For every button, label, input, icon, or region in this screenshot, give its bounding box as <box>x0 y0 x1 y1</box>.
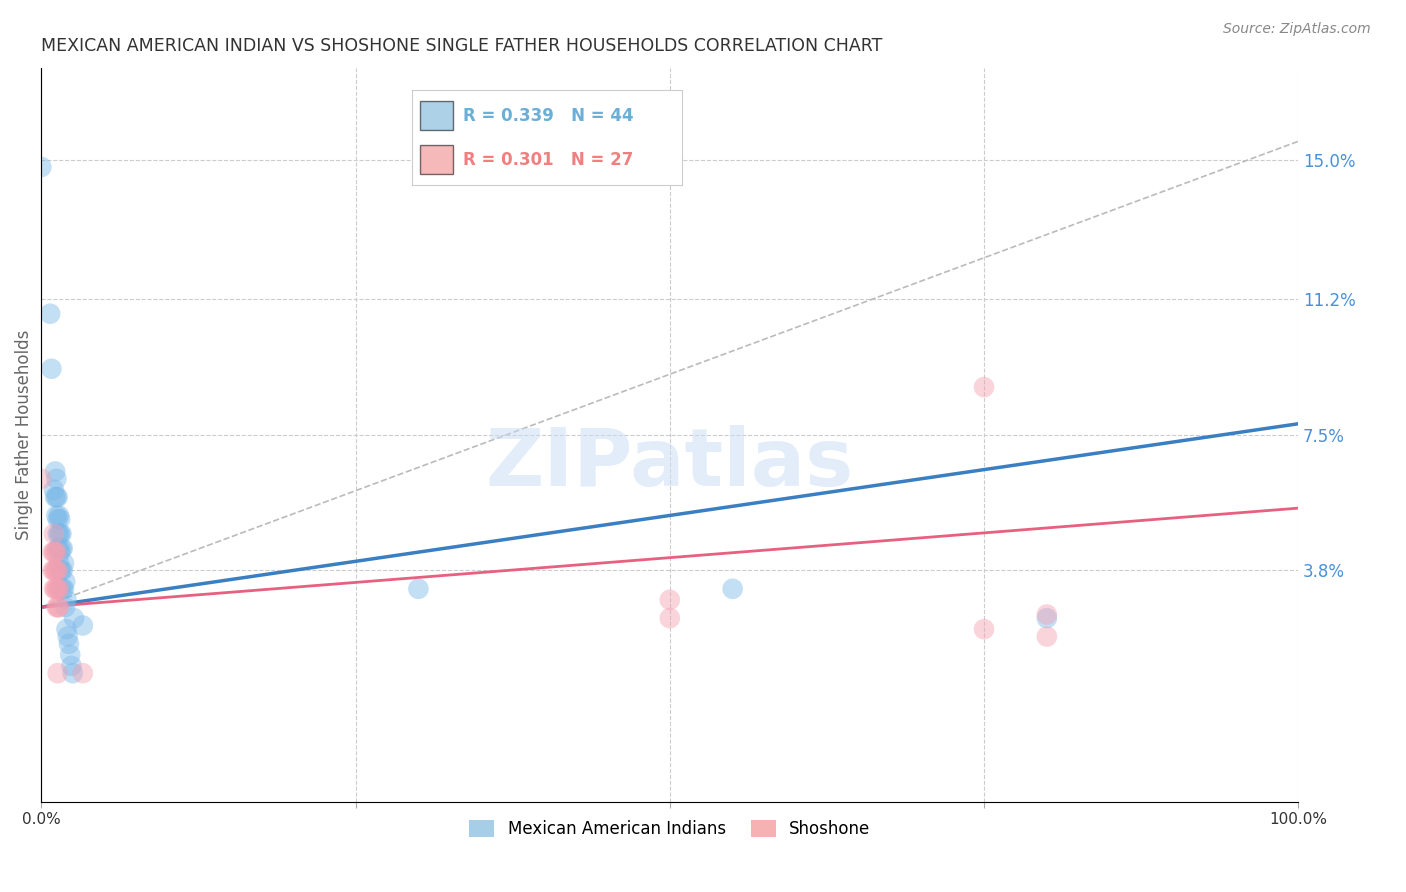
Point <box>58 637 80 651</box>
Point <box>46 666 69 681</box>
Point <box>44 490 66 504</box>
Point <box>59 648 82 662</box>
Point <box>44 465 66 479</box>
Point <box>63 611 86 625</box>
Point <box>45 564 67 578</box>
Point <box>42 483 65 497</box>
Point <box>55 622 77 636</box>
Point <box>46 526 69 541</box>
Point <box>52 541 75 556</box>
Point <box>41 361 63 376</box>
Point <box>62 666 84 681</box>
Point <box>53 600 76 615</box>
Point <box>49 545 72 559</box>
Point <box>46 512 69 526</box>
Point <box>42 545 65 559</box>
Y-axis label: Single Father Households: Single Father Households <box>15 329 32 540</box>
Point <box>45 545 67 559</box>
Point <box>49 512 72 526</box>
Point <box>52 564 75 578</box>
Point <box>30 472 52 486</box>
Text: ZIPatlas: ZIPatlas <box>485 425 853 503</box>
Point <box>51 541 73 556</box>
Point <box>72 666 94 681</box>
Point <box>48 556 70 570</box>
Point <box>52 582 75 596</box>
Point <box>1036 607 1059 622</box>
Point <box>721 582 744 596</box>
Text: MEXICAN AMERICAN INDIAN VS SHOSHONE SINGLE FATHER HOUSEHOLDS CORRELATION CHART: MEXICAN AMERICAN INDIAN VS SHOSHONE SING… <box>41 37 883 55</box>
Point <box>45 600 67 615</box>
Point <box>39 307 62 321</box>
Point <box>48 526 70 541</box>
Point <box>44 582 66 596</box>
Point <box>1036 630 1059 644</box>
Point <box>973 622 995 636</box>
Point <box>51 564 73 578</box>
Point <box>46 582 69 596</box>
Point <box>41 545 63 559</box>
Point <box>408 582 430 596</box>
Point <box>45 472 67 486</box>
Point <box>44 545 66 559</box>
Point <box>56 630 79 644</box>
Point <box>973 380 995 394</box>
Point <box>52 556 75 570</box>
Point <box>53 574 76 589</box>
Point <box>49 526 72 541</box>
Point <box>45 490 67 504</box>
Point <box>30 160 52 174</box>
Legend: Mexican American Indians, Shoshone: Mexican American Indians, Shoshone <box>463 814 877 845</box>
Point <box>48 582 70 596</box>
Point <box>48 508 70 523</box>
Point <box>72 618 94 632</box>
Point <box>45 508 67 523</box>
Point <box>46 490 69 504</box>
Point <box>49 582 72 596</box>
Point <box>42 526 65 541</box>
Point <box>42 564 65 578</box>
Point <box>1036 611 1059 625</box>
Point <box>658 592 681 607</box>
Point <box>52 582 75 596</box>
Point <box>55 592 77 607</box>
Point <box>46 600 69 615</box>
Text: Source: ZipAtlas.com: Source: ZipAtlas.com <box>1223 22 1371 37</box>
Point <box>60 658 83 673</box>
Point <box>42 582 65 596</box>
Point <box>46 541 69 556</box>
Point <box>46 564 69 578</box>
Point <box>51 526 73 541</box>
Point <box>658 611 681 625</box>
Point <box>45 582 67 596</box>
Point <box>49 564 72 578</box>
Point <box>41 564 63 578</box>
Point <box>48 600 70 615</box>
Point <box>44 564 66 578</box>
Point <box>48 541 70 556</box>
